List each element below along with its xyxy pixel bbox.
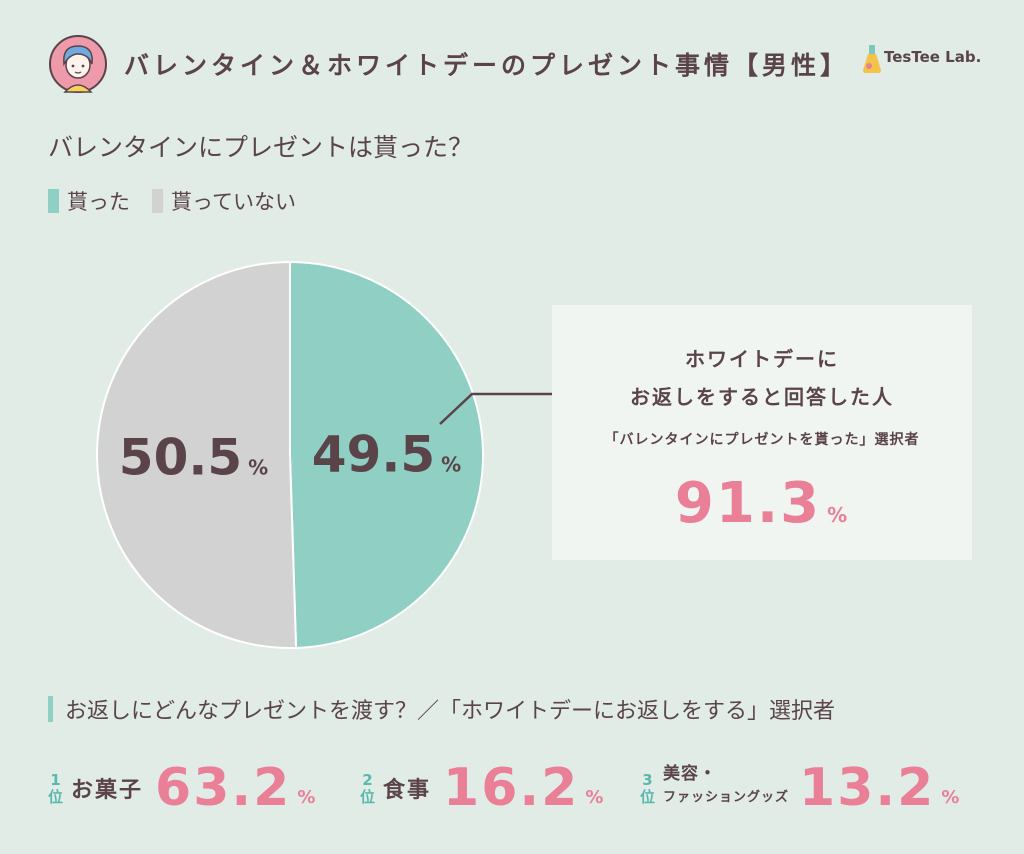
callout-line3: 「バレンタインにプレゼントを貰った」選択者 [604,432,920,448]
rank-value: 63.2 [155,758,292,818]
avatar-icon [48,34,108,94]
rank-label: 食事 [383,778,432,803]
legend-label: 貰っていない [171,190,296,214]
rank-label: 美容・ ファッショングッズ [663,762,789,810]
rank-label: お菓子 [71,778,144,803]
rank-value: 13.2 [799,758,936,818]
rank-unit: % [585,787,604,808]
flask-icon [863,45,881,73]
question-text: バレンタインにプレゼントは貰った？ [48,133,474,162]
callout-unit: % [827,503,850,527]
rank-value: 16.2 [443,758,580,818]
callout-number: 91.3 [674,471,822,536]
callout-box: ホワイトデーに お返しをすると回答した人 「バレンタインにプレゼントを貰った」選… [552,305,972,560]
rank-label-line1: 美容・ [663,764,718,784]
testee-lab-logo: TesTee Lab. [862,42,982,76]
page-title: バレンタイン＆ホワイトデーのプレゼント事情【男性】 [124,51,850,80]
legend-item-not-received: 貰っていない [152,186,296,216]
callout-value: 91.3% [552,471,972,536]
pie-data-label-2: 50.5% [119,429,268,487]
pie-chart-svg: 49.5 % 50.5% [96,260,484,649]
subquestion: お返しにどんなプレゼントを渡す？／「ホワイトデーにお返しをする」選択者 [48,693,835,725]
chart-legend: 貰った 貰っていない [48,186,318,216]
pie-chart: 49.5% 50.5% [80,248,500,668]
subquestion-text: お返しにどんなプレゼントを渡す？／「ホワイトデーにお返しをする」選択者 [65,699,836,724]
legend-item-received: 貰った [48,186,130,216]
rank-unit: % [297,787,316,808]
legend-label: 貰った [67,190,130,214]
subquestion-marker [48,696,53,722]
pie-slice-2 [96,260,298,649]
pie-slice-1 [289,260,484,649]
rank-unit: % [941,787,960,808]
callout-line1: ホワイトデーに [685,347,839,371]
rank-label-line2: ファッショングッズ [663,790,790,805]
pie-data-label-1: 49.5% [312,425,461,483]
legend-swatch-teal [48,189,59,213]
callout-connector [439,392,558,425]
legend-swatch-grey [152,189,163,213]
callout-line2: お返しをすると回答した人 [630,385,894,409]
logo-text: TesTee Lab. [884,48,982,66]
